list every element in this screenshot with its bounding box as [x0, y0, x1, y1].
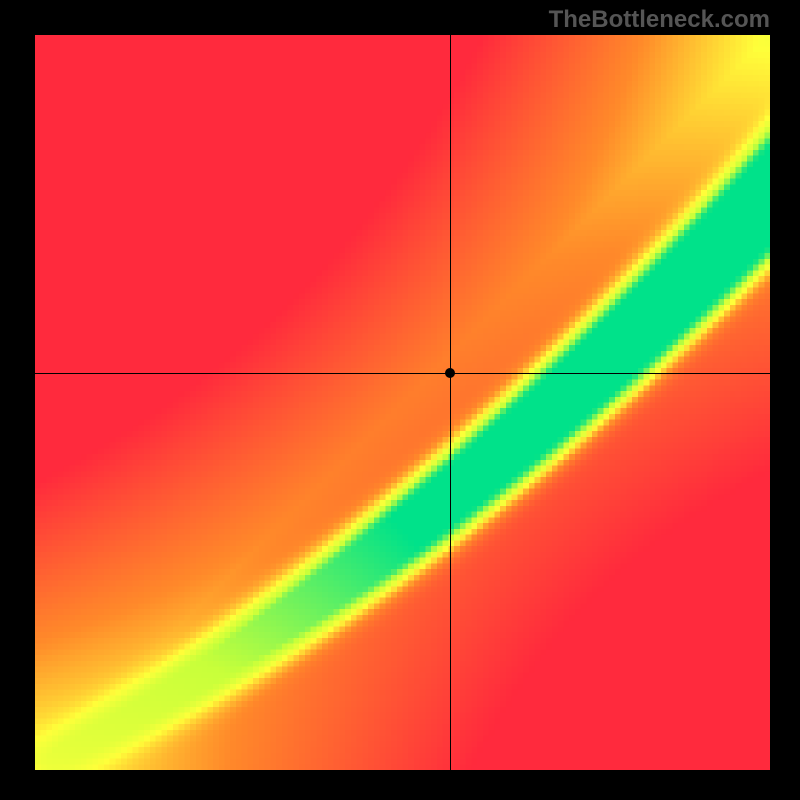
heatmap-plot[interactable] [35, 35, 770, 770]
chart-frame: TheBottleneck.com [0, 0, 800, 800]
watermark-text: TheBottleneck.com [549, 6, 770, 34]
heatmap-canvas [35, 35, 770, 770]
